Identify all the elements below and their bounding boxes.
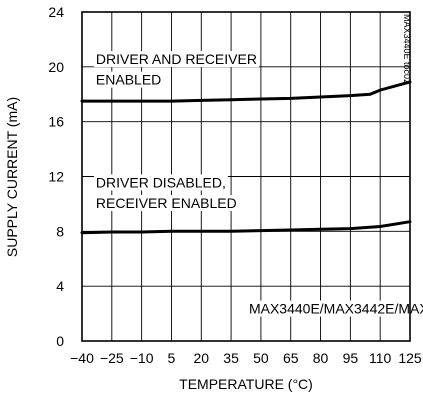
annotation-label: DRIVER DISABLED, xyxy=(96,174,226,190)
y-tick-label: 8 xyxy=(56,223,64,239)
x-tick-label: −25 xyxy=(100,350,124,366)
y-tick-label: 12 xyxy=(48,169,64,185)
annotation-background xyxy=(246,300,423,317)
annotation-label: MAX3440E/MAX3442E/MAX3444E xyxy=(249,301,423,317)
x-tick-label: −10 xyxy=(130,350,154,366)
x-axis-title: TEMPERATURE (°C) xyxy=(179,376,313,392)
y-tick-labels: 0 4 8 12 16 20 24 xyxy=(48,4,64,349)
x-tick-label: 5 xyxy=(168,350,176,366)
y-tick-label: 0 xyxy=(56,333,64,349)
y-tick-label: 24 xyxy=(48,4,64,20)
plot-frame xyxy=(81,11,411,342)
y-tick-label: 4 xyxy=(56,278,64,294)
x-tick-label: 65 xyxy=(283,350,299,366)
annotation-label: DRIVER AND RECEIVER xyxy=(96,51,257,67)
y-tick-label: 20 xyxy=(48,59,64,75)
y-tick-label: 16 xyxy=(48,114,64,130)
annotation-background xyxy=(93,195,239,212)
x-tick-label: 20 xyxy=(193,350,209,366)
annotation-background xyxy=(93,51,259,68)
x-tick-label: 80 xyxy=(313,350,329,366)
annotation-background xyxy=(93,71,164,88)
annotation-background xyxy=(93,174,228,191)
x-tick-labels: −40 −25 −10 5 20 35 50 65 80 95 110 125 xyxy=(70,350,422,366)
figure-id-label: MAX3440E toc02 xyxy=(402,14,412,84)
data-series xyxy=(80,80,412,235)
x-tick-label: −40 xyxy=(70,350,94,366)
x-tick-label: 95 xyxy=(343,350,359,366)
y-axis-title: SUPPLY CURRENT (mA) xyxy=(4,97,20,257)
x-tick-label: 35 xyxy=(223,350,239,366)
x-tick-label: 125 xyxy=(398,350,422,366)
x-tick-label: 50 xyxy=(253,350,269,366)
annotation-label: ENABLED xyxy=(96,72,161,88)
annotation-label: RECEIVER ENABLED xyxy=(96,195,237,211)
annotations: DRIVER AND RECEIVER ENABLED DRIVER DISABLE… xyxy=(93,51,423,317)
series-line-2 xyxy=(80,220,412,235)
x-tick-label: 110 xyxy=(369,350,392,366)
series-line-1 xyxy=(80,80,412,103)
